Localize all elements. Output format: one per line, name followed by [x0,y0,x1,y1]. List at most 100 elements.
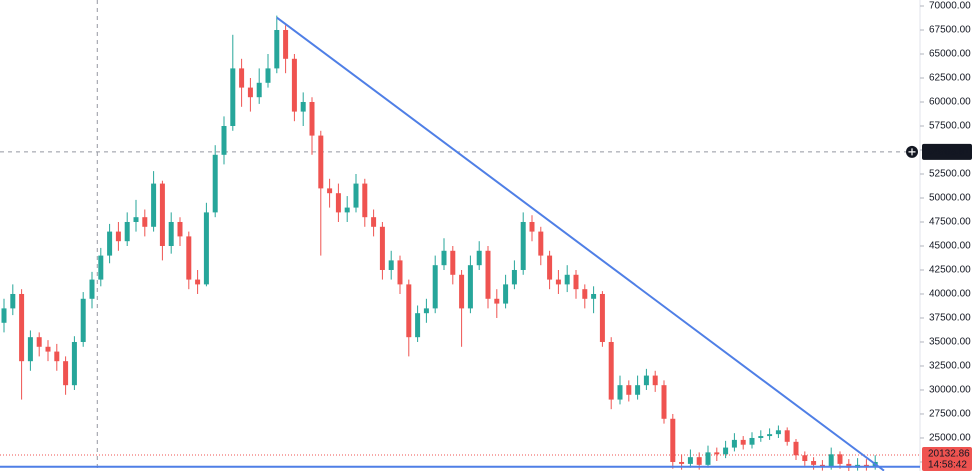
candle-body [327,188,333,194]
candle-body [714,452,720,455]
candle-body [124,221,130,242]
candle-body [362,183,368,218]
candle-body [749,437,755,445]
candle-body [256,82,262,98]
y-tick-label: 62500.00 [929,73,971,84]
y-tick-label: 27500.00 [929,409,971,420]
candle-body [379,226,385,270]
y-tick-label: 50000.00 [929,193,971,204]
plot [0,0,920,471]
candle-body [168,221,174,246]
candle-body [538,231,544,256]
y-tick-label: 37500.00 [929,313,971,324]
candle-body [10,293,16,309]
candle-body [775,430,781,435]
candle-body [731,439,737,448]
candle-body [344,207,350,213]
candle-body [415,313,421,338]
candle-body [635,385,641,395]
candle-body [423,308,429,314]
y-tick-label: 60000.00 [929,97,971,108]
y-tick-label: 52500.00 [929,169,971,180]
candle-body [767,434,773,437]
candle-body [186,236,192,280]
candle-body [670,418,676,462]
candle-body [582,289,588,299]
candle-body [36,337,42,347]
countdown-label: 14:58:42 [928,460,967,471]
last-price-box [922,447,972,471]
candle-body [758,436,764,438]
candle-body [142,217,148,227]
candle-body [388,260,394,270]
candle-body [221,125,227,155]
candle-body [520,221,526,270]
candle-body [459,274,465,309]
y-tick-label: 70000.00 [929,1,971,12]
y-tick-label: 65000.00 [929,49,971,60]
candle-body [802,455,808,462]
candle-body [485,250,491,299]
y-tick-label: 25000.00 [929,433,971,444]
candle-body [300,101,306,112]
candle-body [591,293,597,299]
candle-body [432,265,438,309]
candle-body [705,452,711,465]
candle-body [133,217,139,222]
y-tick-label: 32500.00 [929,361,971,372]
candle-body [529,221,535,232]
candle-body [476,250,482,266]
candle-body [107,231,113,256]
candle-body [291,58,297,112]
candle-body [247,87,253,98]
y-tick-label: 47500.00 [929,217,971,228]
candle-body [397,260,403,285]
candle-body [195,279,201,285]
candle-body [63,361,69,386]
candle-body [723,447,729,455]
candle-body [19,293,25,362]
candle-body [45,346,51,352]
candle-body [159,183,165,246]
candle-body [177,221,183,237]
candle-body [203,212,209,285]
y-tick-label: 45000.00 [929,241,971,252]
candle-body [353,183,359,208]
candle-body [54,351,60,362]
candle-body [793,441,799,456]
candle-body [494,298,500,304]
candle-body [371,217,377,227]
candle-body [151,183,157,227]
candle-body [274,29,280,69]
candle-body [467,265,473,309]
candle-body [828,454,834,467]
candle-body [89,279,95,299]
candle-body [406,284,412,338]
candle-body [230,68,236,126]
candle-body [80,298,86,342]
candle-body [318,135,324,189]
y-tick-label: 42500.00 [929,265,971,276]
candle-body [98,255,104,280]
candle-body [1,308,7,323]
candle-body [837,454,843,464]
candle-body [573,274,579,290]
candle-body [740,439,746,445]
candle-body [265,68,271,83]
candle-body [599,293,605,342]
candle-body [784,430,790,442]
candle-body [27,337,33,362]
candle-body [564,274,570,285]
candle-body [661,385,667,419]
candle-body [283,29,289,59]
candle-body [617,385,623,400]
y-tick-label: 35000.00 [929,337,971,348]
candle-body [696,457,702,465]
candle-body [309,101,315,136]
candle-body [511,269,517,285]
candle-body [335,193,341,213]
candle-body [643,375,649,386]
candle-body [547,255,553,280]
